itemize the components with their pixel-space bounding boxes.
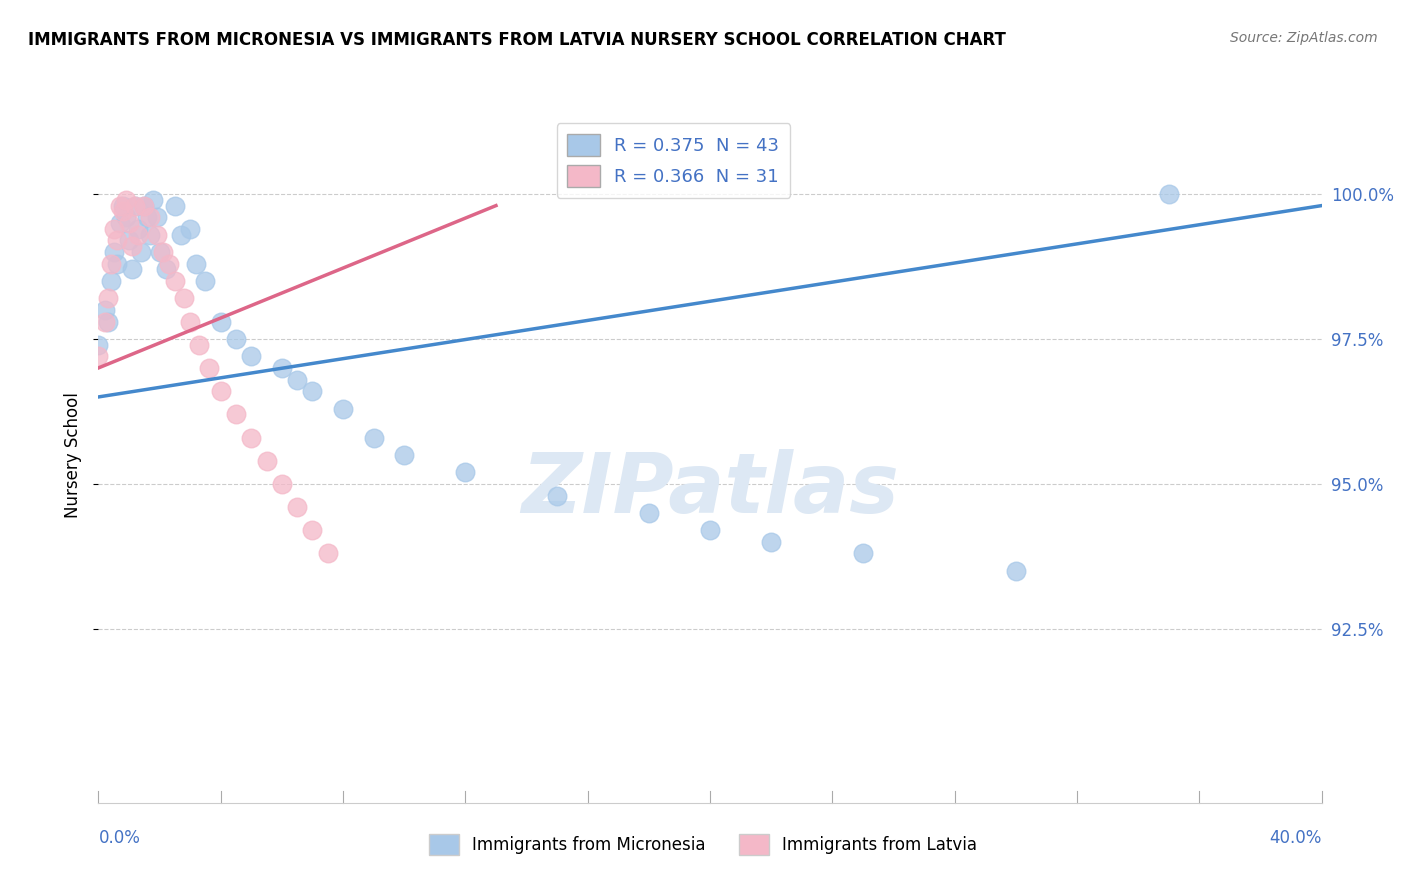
Text: ZIPatlas: ZIPatlas bbox=[522, 450, 898, 530]
Point bbox=[163, 274, 186, 288]
Point bbox=[225, 332, 247, 346]
Point bbox=[97, 291, 120, 305]
Point bbox=[152, 244, 174, 259]
Point bbox=[145, 210, 167, 224]
Y-axis label: Nursery School: Nursery School bbox=[63, 392, 82, 518]
Point bbox=[197, 360, 219, 375]
Point bbox=[87, 337, 110, 351]
Text: 40.0%: 40.0% bbox=[1270, 830, 1322, 847]
Point bbox=[179, 314, 201, 328]
Point bbox=[155, 262, 177, 277]
Point bbox=[852, 546, 875, 560]
Point bbox=[108, 216, 131, 230]
Point bbox=[87, 349, 110, 363]
Point bbox=[93, 302, 115, 317]
Point bbox=[115, 193, 138, 207]
Point bbox=[105, 256, 128, 270]
Point bbox=[363, 430, 385, 444]
Point bbox=[225, 407, 247, 421]
Point bbox=[173, 291, 195, 305]
Point bbox=[121, 239, 143, 253]
Point bbox=[285, 372, 308, 386]
Text: Source: ZipAtlas.com: Source: ZipAtlas.com bbox=[1230, 31, 1378, 45]
Point bbox=[163, 198, 186, 212]
Point bbox=[270, 360, 292, 375]
Legend: Immigrants from Micronesia, Immigrants from Latvia: Immigrants from Micronesia, Immigrants f… bbox=[422, 828, 984, 862]
Point bbox=[124, 198, 146, 212]
Point bbox=[145, 227, 167, 242]
Point bbox=[240, 430, 263, 444]
Point bbox=[121, 262, 143, 277]
Point bbox=[209, 314, 232, 328]
Point bbox=[127, 227, 149, 242]
Point bbox=[124, 198, 146, 212]
Point bbox=[105, 233, 128, 247]
Point bbox=[97, 314, 120, 328]
Point bbox=[301, 523, 323, 537]
Point bbox=[454, 465, 477, 479]
Point bbox=[100, 274, 122, 288]
Point bbox=[699, 523, 721, 537]
Point bbox=[392, 448, 416, 462]
Point bbox=[100, 256, 122, 270]
Point bbox=[111, 198, 134, 212]
Point bbox=[1157, 186, 1180, 201]
Text: 0.0%: 0.0% bbox=[98, 830, 141, 847]
Point bbox=[108, 198, 131, 212]
Point bbox=[759, 535, 782, 549]
Point bbox=[240, 349, 263, 363]
Point bbox=[170, 227, 193, 242]
Point bbox=[136, 210, 159, 224]
Point bbox=[1004, 564, 1026, 578]
Point bbox=[118, 216, 141, 230]
Point bbox=[637, 506, 661, 520]
Point bbox=[139, 210, 162, 224]
Legend: R = 0.375  N = 43, R = 0.366  N = 31: R = 0.375 N = 43, R = 0.366 N = 31 bbox=[557, 123, 790, 198]
Point bbox=[103, 221, 125, 235]
Point bbox=[157, 256, 180, 270]
Point bbox=[129, 244, 152, 259]
Point bbox=[139, 227, 162, 242]
Point bbox=[118, 233, 141, 247]
Point bbox=[115, 210, 138, 224]
Point bbox=[142, 193, 165, 207]
Point bbox=[186, 256, 208, 270]
Point bbox=[316, 546, 339, 560]
Text: IMMIGRANTS FROM MICRONESIA VS IMMIGRANTS FROM LATVIA NURSERY SCHOOL CORRELATION : IMMIGRANTS FROM MICRONESIA VS IMMIGRANTS… bbox=[28, 31, 1007, 49]
Point bbox=[194, 274, 217, 288]
Point bbox=[134, 198, 156, 212]
Point bbox=[111, 204, 134, 219]
Point bbox=[285, 500, 308, 514]
Point bbox=[103, 244, 125, 259]
Point bbox=[301, 384, 323, 398]
Point bbox=[93, 314, 115, 328]
Point bbox=[188, 337, 211, 351]
Point bbox=[209, 384, 232, 398]
Point bbox=[149, 244, 172, 259]
Point bbox=[179, 221, 201, 235]
Point bbox=[134, 198, 156, 212]
Point bbox=[332, 401, 354, 416]
Point bbox=[256, 453, 278, 467]
Point bbox=[546, 489, 568, 503]
Point bbox=[127, 221, 149, 235]
Point bbox=[270, 476, 292, 491]
